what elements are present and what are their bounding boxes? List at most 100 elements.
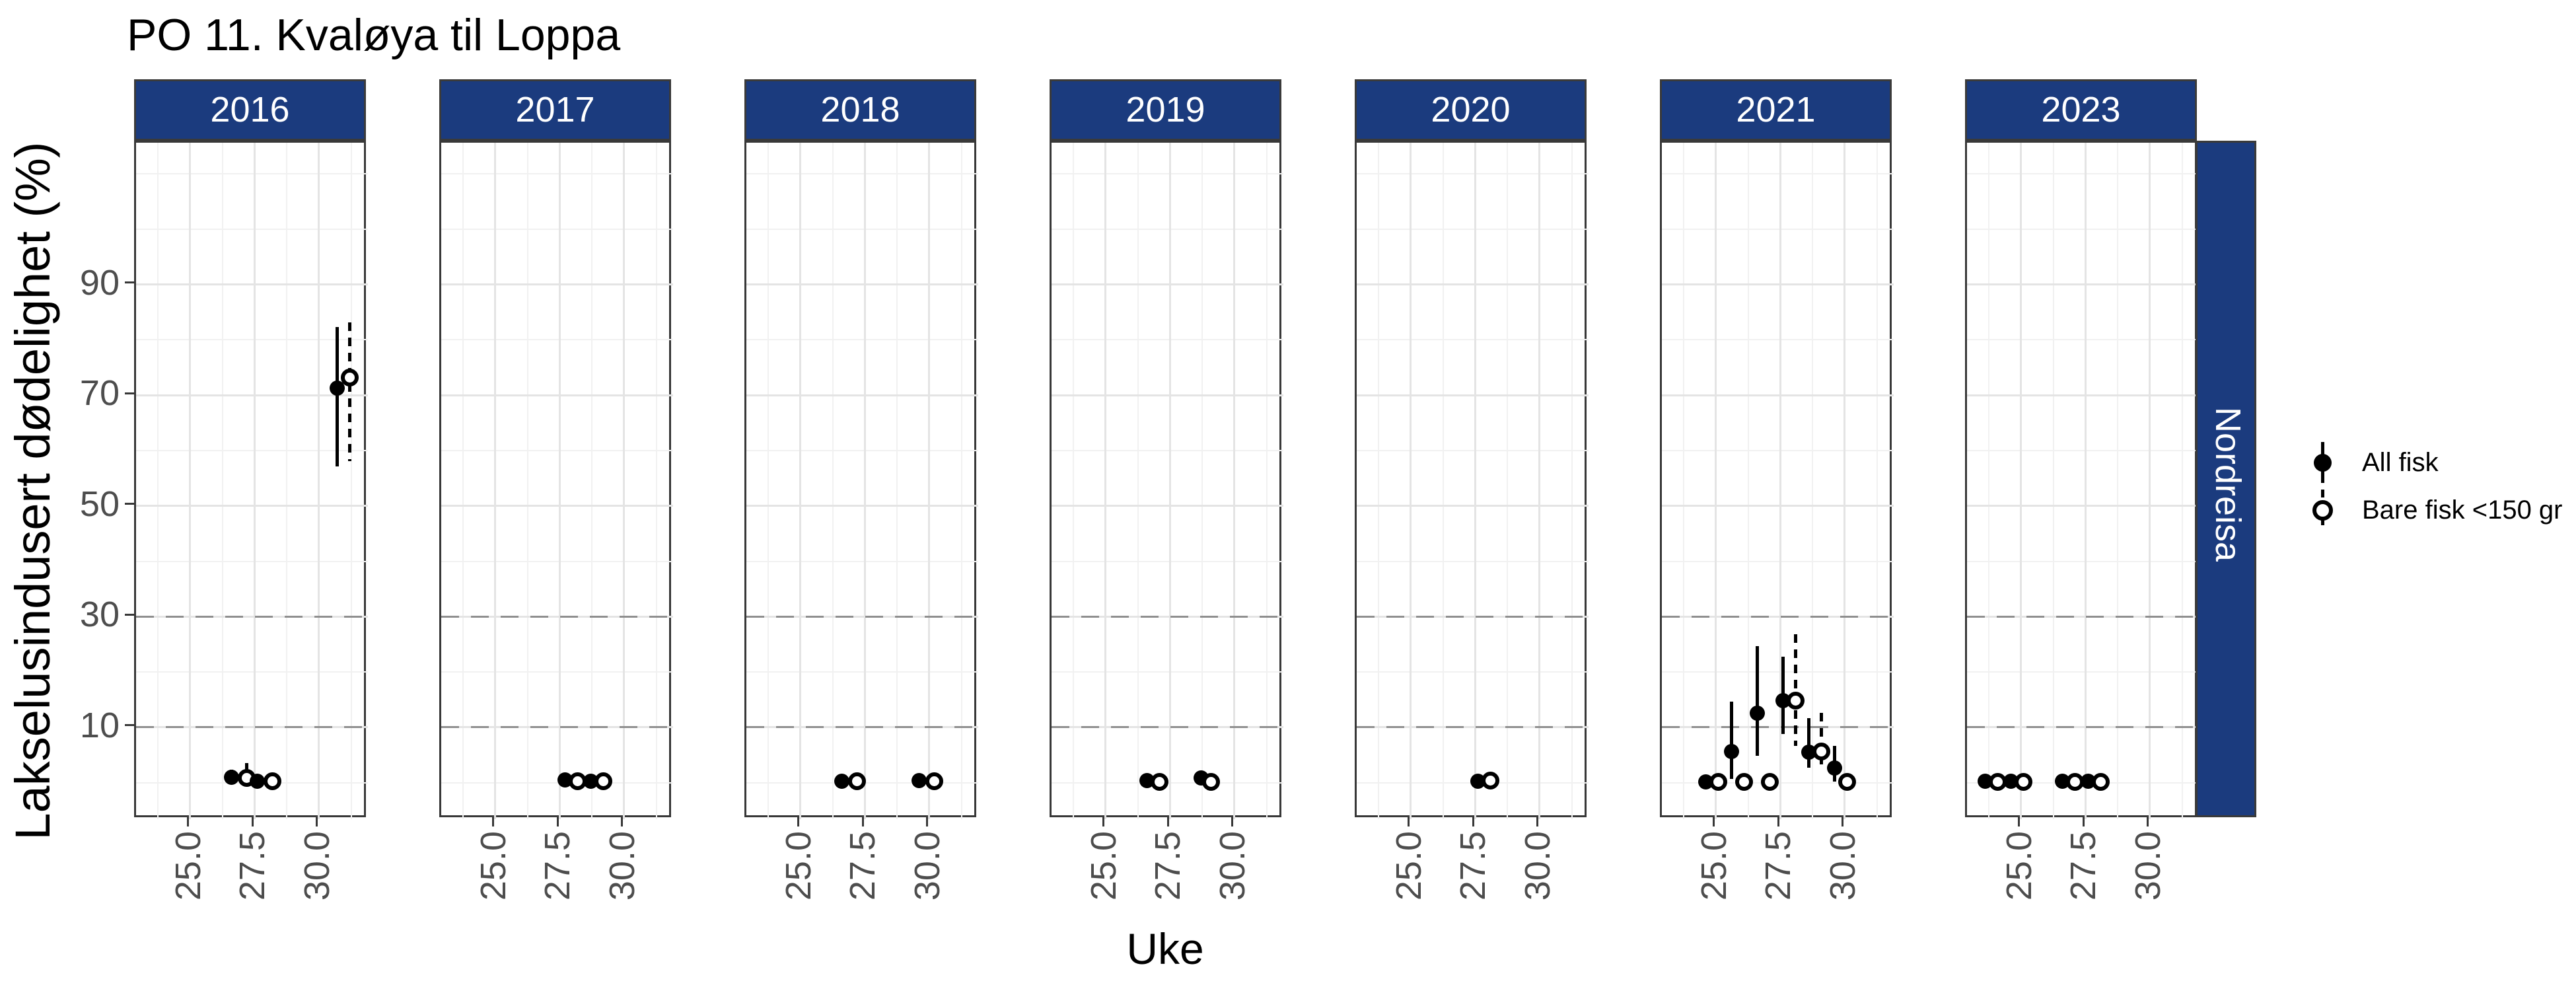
grid-minor-v [2117,143,2119,819]
grid-major-h [1662,283,1894,286]
grid-minor-h [1357,172,1589,174]
x-tick [1102,817,1105,826]
data-point [1775,693,1791,709]
grid-minor-h [441,782,673,784]
grid-minor-h [441,560,673,562]
grid-minor-h [746,228,978,230]
x-tick [621,817,624,826]
grid-major-v [928,143,931,819]
data-point [1977,773,1993,789]
grid-minor-v [655,143,657,819]
reference-line-30 [441,615,673,618]
x-tick-label: 27.5 [1453,831,1493,901]
grid-major-h [1052,505,1283,507]
panel-2020 [1355,141,1589,819]
grid-minor-h [746,671,978,673]
data-point [1761,772,1779,791]
grid-minor-h [136,172,368,174]
grid-major-h [1967,505,2199,507]
grid-minor-v [1266,143,1268,819]
grid-major-h [1357,283,1589,286]
x-tick-label: 30.0 [1822,831,1863,901]
grid-minor-v [1378,143,1380,819]
data-point [1801,745,1816,760]
grid-major-h [1662,394,1894,396]
x-tick-label: 27.5 [233,831,273,901]
grid-minor-h [746,449,978,451]
x-tick [1777,817,1779,826]
y-tick [125,724,134,727]
grid-minor-h [1967,560,2199,562]
grid-major-v [2149,143,2151,819]
grid-minor-h [1662,339,1894,341]
x-tick-label: 25.0 [1388,831,1429,901]
y-tick-label: 90 [79,262,120,303]
grid-major-h [1967,394,2199,396]
x-tick-label: 27.5 [1758,831,1799,901]
grid-minor-h [1967,671,2199,673]
grid-minor-h [1357,228,1589,230]
grid-minor-h [1967,172,2199,174]
x-tick [1713,817,1715,826]
grid-major-v [799,143,802,819]
data-point [583,773,598,789]
x-axis-title: Uke [1126,924,1204,973]
x-tick [251,817,254,826]
error-bar [1794,634,1798,746]
x-tick-label: 30.0 [297,831,337,901]
data-point [1482,771,1500,789]
x-tick [926,817,929,826]
x-tick [2082,817,2085,826]
grid-major-h [441,505,673,507]
grid-major-v [1410,143,1412,819]
data-point [1698,774,1713,789]
x-tick-label: 25.0 [473,831,513,901]
x-tick-label: 27.5 [1148,831,1188,901]
grid-minor-h [136,449,368,451]
grid-minor-h [1967,449,2199,451]
reference-line-30 [1357,615,1589,618]
x-tick [1472,817,1474,826]
grid-major-h [1052,394,1283,396]
facet-strip-2020: 2020 [1355,79,1587,141]
reference-line-10 [1357,726,1589,729]
open-pointrange-icon [2308,486,2338,534]
data-point [249,773,265,789]
grid-major-v [494,143,497,819]
grid-minor-h [136,671,368,673]
data-point [2080,773,2096,789]
reference-line-30 [1662,615,1894,618]
reference-line-10 [746,726,978,729]
grid-major-v [253,143,256,819]
grid-minor-h [1662,172,1894,174]
facet-strip-2016: 2016 [134,79,366,141]
grid-minor-v [768,143,769,819]
grid-minor-v [832,143,834,819]
data-point [848,772,867,790]
grid-major-v [1779,143,1781,819]
reference-line-10 [1662,726,1894,729]
data-point [1202,772,1221,791]
legend-label: Bare fisk <150 gr [2362,495,2563,525]
data-point [2092,772,2110,791]
panel-2018 [744,141,978,819]
grid-minor-h [136,228,368,230]
grid-minor-h [441,671,673,673]
grid-minor-v [157,143,159,819]
grid-minor-h [746,339,978,341]
grid-minor-v [286,143,288,819]
grid-major-v [1233,143,1236,819]
data-point [329,380,345,396]
grid-major-v [1104,143,1107,819]
x-tick [2018,817,2021,826]
filled-pointrange-icon [2308,439,2338,486]
data-point [557,772,573,788]
grid-major-h [1052,283,1283,286]
grid-minor-h [1662,560,1894,562]
grid-major-h [136,505,368,507]
grid-minor-v [1137,143,1139,819]
grid-minor-h [1052,671,1283,673]
grid-minor-v [350,143,352,819]
panel-2019 [1050,141,1283,819]
grid-major-h [441,394,673,396]
